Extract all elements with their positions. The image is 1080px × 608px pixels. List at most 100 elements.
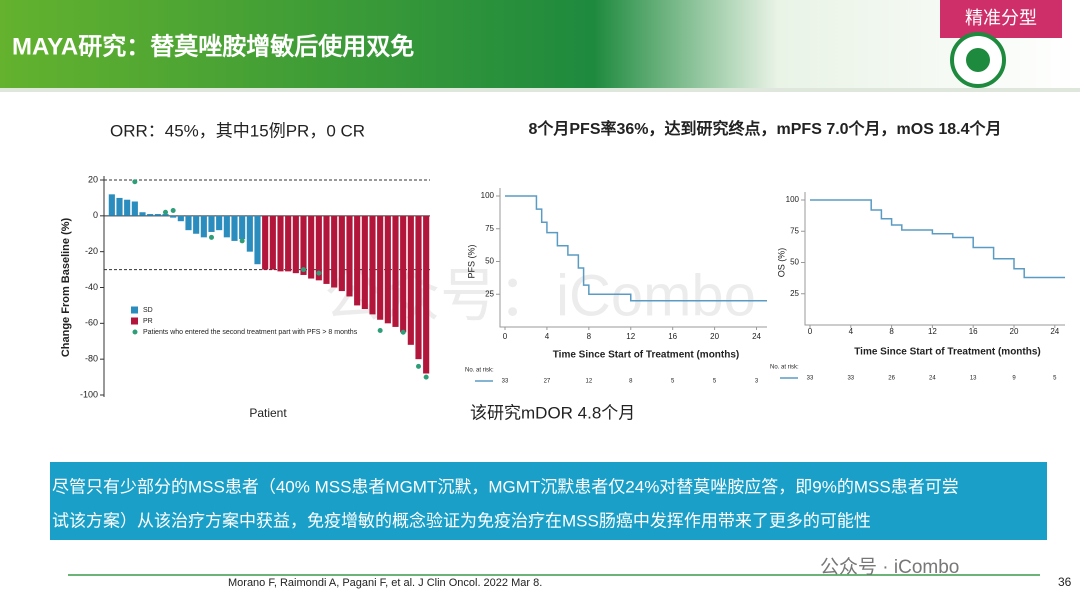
y-tick-label: 25	[790, 289, 799, 298]
legend-label: PR	[143, 318, 153, 325]
at-risk: 24	[929, 376, 936, 382]
x-tick-label: 20	[1010, 327, 1019, 336]
pfs-marker	[163, 209, 168, 215]
at-risk: 33	[847, 376, 854, 382]
legend-marker	[132, 329, 138, 335]
pfs-marker	[170, 207, 176, 213]
at-risk: 12	[585, 379, 592, 385]
watermark: 公众号 · iCombo	[820, 556, 959, 578]
bar	[346, 215, 353, 297]
bar	[246, 215, 253, 252]
bar	[193, 215, 200, 234]
x-tick-label: 12	[928, 327, 937, 336]
x-tick-label: 4	[545, 332, 550, 341]
bar	[285, 215, 292, 272]
x-tick-label: 20	[710, 332, 719, 341]
bar	[216, 215, 223, 231]
x-tick-label: 0	[808, 327, 813, 336]
bar	[147, 214, 154, 216]
y-tick-label: -40	[85, 282, 98, 292]
bar	[354, 215, 361, 306]
x-axis-label: Time Since Start of Treatment (months)	[553, 350, 740, 361]
bar	[338, 215, 345, 292]
bar	[423, 215, 430, 374]
y-axis-label: Change From Baseline (%)	[60, 217, 72, 357]
y-tick-label: 75	[790, 226, 799, 235]
risk-label: No. at risk:	[770, 365, 799, 371]
bar	[108, 194, 115, 216]
legend-swatch	[131, 317, 138, 325]
y-tick-label: 75	[485, 224, 494, 233]
x-tick-label: 8	[889, 327, 894, 336]
y-tick-label: 100	[786, 195, 800, 204]
bar	[377, 215, 384, 320]
bar	[300, 215, 307, 275]
axes	[804, 192, 1065, 326]
bar	[331, 215, 338, 288]
pfs-marker	[209, 234, 214, 240]
y-tick-label: 50	[790, 258, 799, 267]
x-tick-label: 16	[969, 327, 978, 336]
y-tick-label: -60	[85, 318, 98, 328]
y-tick-label: 100	[481, 191, 495, 200]
pfs-marker	[132, 179, 138, 185]
legend-label: Patients who entered the second treatmen…	[143, 329, 358, 336]
bar	[277, 215, 284, 272]
at-risk: 5	[713, 379, 717, 385]
bar	[407, 215, 414, 345]
conclusion-box	[50, 462, 1047, 540]
x-axis-label: Patient	[249, 406, 287, 420]
y-tick-label: -80	[85, 354, 98, 364]
header-band	[0, 0, 1080, 88]
chart-title: ORR：45%，其中15例PR，0 CR	[110, 121, 365, 140]
bar	[116, 197, 123, 216]
bar	[162, 214, 169, 216]
logo-inner	[966, 48, 990, 72]
pfs-marker	[377, 328, 383, 333]
survival-curve	[505, 195, 767, 302]
bar	[308, 215, 315, 279]
pfs-marker	[239, 238, 245, 244]
y-axis-label: OS (%)	[776, 248, 786, 278]
bar	[208, 215, 215, 232]
survival-curve	[810, 199, 1065, 279]
bar	[131, 201, 138, 216]
risk-label: No. at risk:	[465, 368, 494, 374]
slide-title: MAYA研究：替莫唑胺增敏后使用双免	[12, 32, 414, 60]
bar	[400, 215, 407, 333]
bar	[185, 215, 192, 231]
citation: Morano F, Raimondi A, Pagani F, et al. J…	[228, 577, 542, 589]
y-tick-label: 25	[485, 289, 494, 298]
bar	[262, 215, 269, 270]
pfs-marker	[316, 270, 322, 276]
pfs-marker	[416, 363, 421, 369]
x-tick-label: 8	[587, 332, 592, 341]
bar	[177, 215, 184, 222]
bar	[292, 215, 299, 274]
bar	[315, 215, 322, 281]
y-axis-label: PFS (%)	[466, 244, 476, 278]
bar	[239, 215, 246, 240]
bar	[170, 215, 177, 218]
at-risk: 8	[629, 379, 633, 385]
conclusion-line: 试该方案）从该治疗方案中获益，免疫增敏的概念验证为免疫治疗在MSS肠癌中发挥作用…	[52, 510, 871, 530]
pfs-marker	[400, 329, 406, 335]
x-tick-label: 24	[1050, 327, 1059, 336]
bar	[139, 212, 146, 216]
header-rule	[0, 88, 1080, 92]
conclusion-line: 尽管只有少部分的MSS患者（40% MSS患者MGMT沉默，MGMT沉默患者仅2…	[52, 477, 959, 496]
bar	[200, 215, 207, 238]
bar	[154, 214, 161, 216]
at-risk: 33	[502, 379, 509, 385]
bar	[323, 215, 330, 284]
x-tick-label: 16	[668, 332, 677, 341]
at-risk: 3	[755, 379, 759, 385]
bar	[369, 215, 376, 315]
at-risk: 5	[671, 379, 675, 385]
km-heading: 8个月PFS率36%，达到研究终点，mPFS 7.0个月，mOS 18.4个月	[528, 119, 1001, 138]
axes	[499, 188, 767, 328]
bar	[231, 215, 238, 241]
y-tick-label: 20	[88, 174, 98, 184]
pfs-marker	[301, 267, 306, 273]
